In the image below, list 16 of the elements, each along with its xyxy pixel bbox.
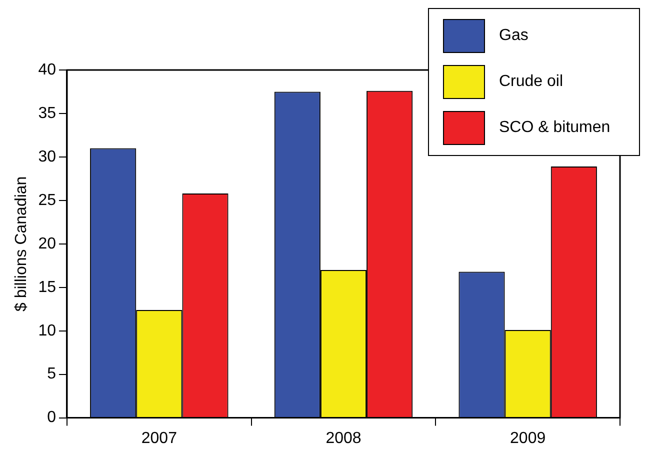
y-tick-label: 10	[38, 322, 56, 340]
legend-label: Gas	[499, 27, 528, 45]
y-tick-label: 30	[38, 148, 56, 166]
y-tick-label: 15	[38, 278, 56, 296]
y-tick-label: 5	[47, 366, 56, 383]
y-tick-label: 0	[47, 409, 56, 426]
legend-label: SCO & bitumen	[499, 119, 610, 137]
y-tick-label: 25	[38, 192, 56, 209]
y-tick-label: 35	[38, 104, 56, 122]
x-tick-label: 2007	[141, 430, 178, 447]
legend-label: Crude oil	[499, 73, 564, 91]
x-tick-label: 2008	[326, 430, 362, 447]
x-tick-label: 2009	[510, 430, 546, 447]
y-tick-label: 40	[38, 61, 56, 78]
y-tick-label: 20	[38, 235, 56, 252]
y-axis-title: $ billions Canadian	[13, 176, 30, 312]
